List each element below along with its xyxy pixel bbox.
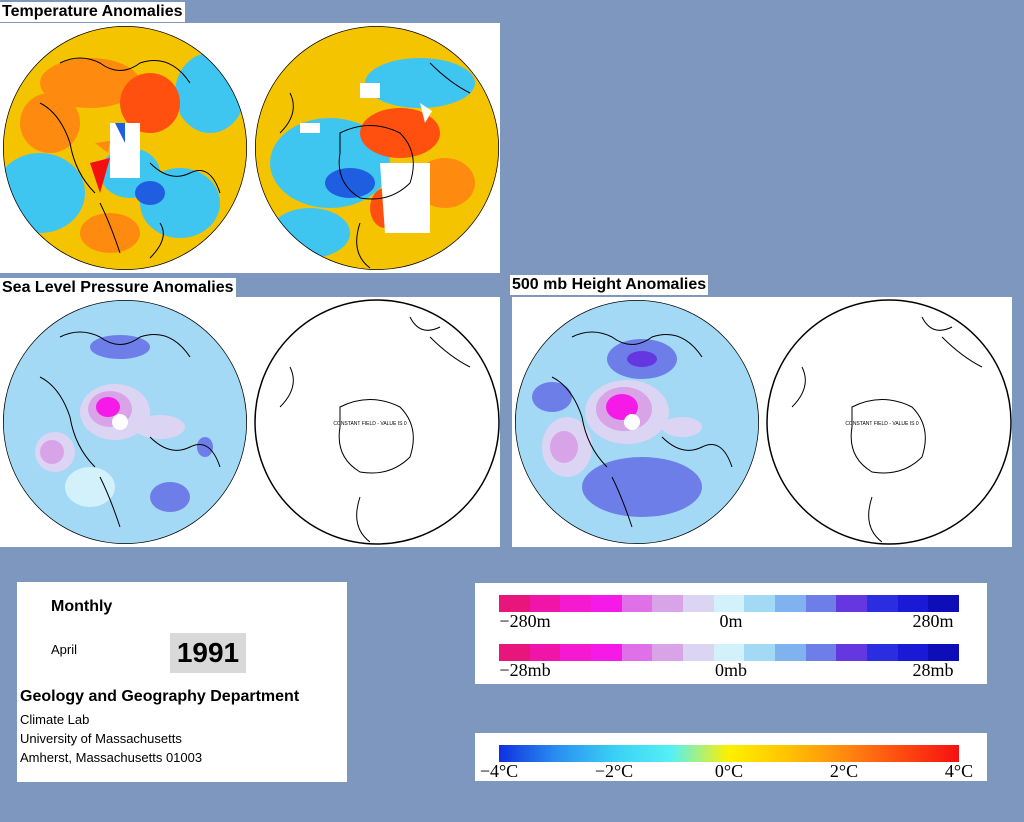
temperature-tick-pos2: 2°C (829, 761, 859, 781)
pressure-legend-swatch (499, 644, 530, 661)
temperature-tick-zero: 0°C (714, 761, 744, 781)
temperature-color-bar (499, 745, 959, 762)
pressure-color-bar (499, 644, 960, 661)
pressure-legend-swatch (836, 644, 868, 661)
height-legend-swatch (713, 595, 745, 612)
pressure-legend-swatch (867, 644, 898, 661)
height-maps: CONSTANT FIELD - VALUE IS 0 (515, 299, 1012, 545)
pressure-tick-min: −28mb (499, 660, 551, 680)
temperature-map-north (3, 26, 247, 270)
temperature-anomalies-title: Temperature Anomalies (0, 2, 185, 22)
height-map-south: CONSTANT FIELD - VALUE IS 0 (766, 299, 1012, 545)
height-pressure-legend: −280m 0m 280m −28mb 0mb 28mb (475, 583, 987, 684)
pressure-legend-swatch (897, 644, 929, 661)
pressure-legend-swatch (560, 644, 592, 661)
pressure-legend-swatch (744, 644, 776, 661)
slp-map-south: CONSTANT FIELD - VALUE IS 0 (254, 299, 500, 545)
pressure-legend-swatch (928, 644, 960, 661)
pressure-legend-swatch (775, 644, 806, 661)
height-legend-swatch (775, 595, 806, 612)
height-legend-swatch (499, 595, 530, 612)
department-label: Geology and Geography Department (20, 688, 300, 705)
height-color-bar (499, 595, 960, 612)
temperature-tick-neg2: −2°C (594, 761, 634, 781)
height-legend-swatch (652, 595, 684, 612)
height-constant-field-note: CONSTANT FIELD - VALUE IS 0 (845, 421, 919, 427)
year-value: 1991 (170, 633, 246, 673)
height-legend-swatch (591, 595, 622, 612)
slp-constant-field-note: CONSTANT FIELD - VALUE IS 0 (333, 421, 407, 427)
pressure-legend-swatch (805, 644, 837, 661)
height-anomalies-title: 500 mb Height Anomalies (510, 275, 709, 295)
slp-maps: CONSTANT FIELD - VALUE IS 0 (3, 299, 500, 545)
temperature-panel (0, 23, 500, 273)
temperature-tick-pos4: 4°C (944, 761, 974, 781)
height-tick-min: −280m (499, 611, 551, 631)
height-panel: CONSTANT FIELD - VALUE IS 0 (512, 297, 1012, 547)
period-label: Monthly (51, 598, 113, 615)
temperature-maps (3, 26, 499, 270)
info-box: Monthly April Geology and Geography Depa… (17, 582, 347, 782)
height-legend-swatch (560, 595, 592, 612)
height-legend-swatch (744, 595, 776, 612)
height-tick-max: 280m (912, 611, 954, 631)
slp-panel: CONSTANT FIELD - VALUE IS 0 (0, 297, 500, 547)
university-label: University of Massachusetts (20, 731, 182, 746)
temperature-map-south (255, 26, 499, 270)
temperature-tick-neg4: −4°C (479, 761, 519, 781)
height-legend-swatch (683, 595, 714, 612)
pressure-legend-swatch (591, 644, 622, 661)
height-legend-swatch (621, 595, 653, 612)
height-legend-swatch (867, 595, 898, 612)
temperature-legend: −4°C −2°C 0°C 2°C 4°C (475, 733, 987, 781)
height-legend-swatch (529, 595, 561, 612)
pressure-legend-swatch (529, 644, 561, 661)
height-tick-zero: 0m (719, 611, 743, 631)
slp-anomalies-title: Sea Level Pressure Anomalies (0, 278, 236, 298)
pressure-legend-swatch (652, 644, 684, 661)
pressure-legend-swatch (621, 644, 653, 661)
slp-map-north (3, 300, 247, 544)
height-legend-swatch (928, 595, 960, 612)
height-map-north (515, 300, 759, 544)
pressure-legend-swatch (713, 644, 745, 661)
height-legend-swatch (805, 595, 837, 612)
height-legend-swatch (836, 595, 868, 612)
pressure-legend-swatch (683, 644, 714, 661)
pressure-tick-max: 28mb (912, 660, 954, 680)
pressure-tick-zero: 0mb (714, 660, 748, 680)
lab-label: Climate Lab (20, 712, 90, 727)
month-label: April (51, 642, 78, 657)
address-label: Amherst, Massachusetts 01003 (20, 750, 203, 765)
height-legend-swatch (897, 595, 929, 612)
